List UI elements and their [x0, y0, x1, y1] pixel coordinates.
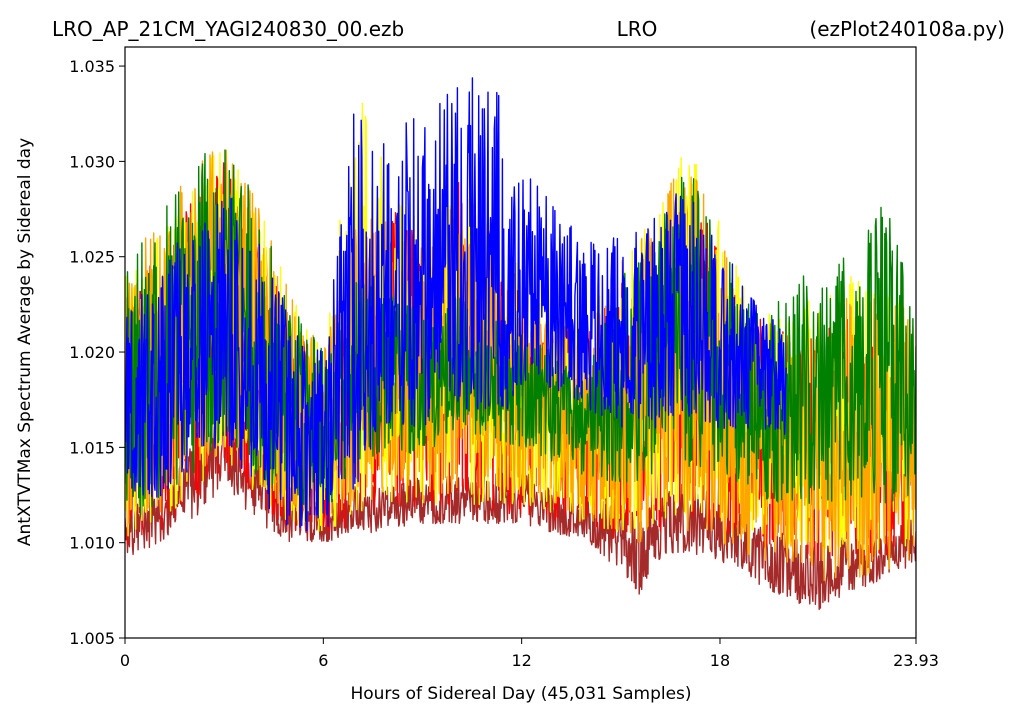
x-tick-label: 12 [511, 651, 531, 670]
y-tick-label: 1.020 [69, 343, 115, 362]
chart-title-center: LRO [617, 17, 658, 41]
y-axis-label: AntXTVTMax Spectrum Average by Sidereal … [15, 138, 35, 546]
y-tick-label: 1.030 [69, 152, 115, 171]
x-axis: 0 6 12 18 23.93 [120, 638, 939, 670]
y-tick-label: 1.010 [69, 534, 115, 553]
y-tick-label: 1.025 [69, 248, 115, 267]
chart-title-left: LRO_AP_21CM_YAGI240830_00.ezb [52, 17, 404, 41]
plot-frame [124, 46, 917, 639]
x-tick-label: 6 [318, 651, 328, 670]
y-tick-label: 1.015 [69, 438, 115, 457]
series-layer [125, 77, 916, 611]
y-axis: 1.005 1.010 1.015 1.020 1.025 1.030 1.035 [69, 57, 125, 648]
chart-title-right: (ezPlot240108a.py) [809, 17, 1005, 41]
x-axis-label: Hours of Sidereal Day (45,031 Samples) [350, 684, 691, 704]
x-tick-label: 23.93 [893, 651, 939, 670]
y-tick-label: 1.035 [69, 57, 115, 76]
x-tick-label: 18 [710, 651, 730, 670]
x-tick-label: 0 [120, 651, 130, 670]
series-line-5 [125, 77, 787, 532]
y-tick-label: 1.005 [69, 629, 115, 648]
